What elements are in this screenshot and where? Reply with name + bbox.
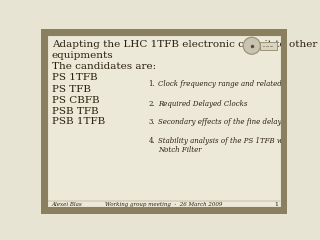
Text: equipments: equipments: [52, 51, 113, 60]
Text: PSB 1TFB: PSB 1TFB: [52, 117, 105, 126]
Text: Secondary effects of the fine delay switching: Secondary effects of the fine delay swit…: [158, 118, 318, 126]
Text: PS CBFB: PS CBFB: [52, 96, 99, 105]
Text: 2.: 2.: [148, 100, 155, 108]
Text: 3.: 3.: [148, 118, 155, 126]
Text: Clock frequency range and related issues: Clock frequency range and related issues: [158, 80, 306, 88]
Text: 4.: 4.: [148, 137, 155, 144]
Text: 1.: 1.: [148, 80, 155, 88]
Text: 1: 1: [274, 202, 278, 207]
Text: PSB TFB: PSB TFB: [52, 107, 98, 116]
Text: Alexei Blas: Alexei Blas: [52, 202, 82, 207]
Text: Stability analysis of the PS 1TFB without a Notch Filter: Stability analysis of the PS 1TFB withou…: [158, 137, 310, 154]
Text: PS TFB: PS TFB: [52, 85, 91, 94]
Text: Required Delayed Clocks: Required Delayed Clocks: [158, 100, 247, 108]
Text: Adapting the LHC 1TFB electronic circuit to other: Adapting the LHC 1TFB electronic circuit…: [52, 40, 317, 49]
Text: Working group meeting  -  26 March 2009: Working group meeting - 26 March 2009: [105, 202, 223, 207]
Circle shape: [243, 37, 260, 54]
Text: PS 1TFB: PS 1TFB: [52, 73, 97, 83]
Text: The candidates are:: The candidates are:: [52, 62, 156, 71]
Bar: [260, 42, 277, 50]
